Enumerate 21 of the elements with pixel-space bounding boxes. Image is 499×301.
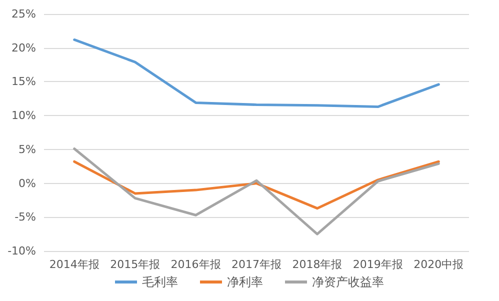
x-tick-label: 2017年报 xyxy=(232,258,282,271)
x-tick-label: 2014年报 xyxy=(49,258,100,271)
x-tick-label: 2018年报 xyxy=(292,258,342,271)
y-tick-label: 20% xyxy=(12,41,36,54)
line-series xyxy=(73,38,440,108)
x-tick-label: 2019年报 xyxy=(352,258,403,271)
legend-label: 毛利率 xyxy=(142,275,178,289)
y-tick-label: 5% xyxy=(18,142,36,156)
line-series xyxy=(73,160,440,210)
x-tick-label: 2016年报 xyxy=(170,258,221,271)
y-tick-label: 15% xyxy=(12,75,36,88)
y-tick-label: 10% xyxy=(12,109,36,122)
x-tick-label: 2020中报 xyxy=(414,258,464,271)
line-series xyxy=(73,148,440,236)
legend-label: 净利率 xyxy=(227,275,263,289)
y-tick-label: -5% xyxy=(14,210,36,224)
y-tick-label: 25% xyxy=(12,8,36,20)
y-tick-label: 0% xyxy=(18,176,36,190)
y-tick-label: -10% xyxy=(8,244,36,258)
x-tick-label: 2015年报 xyxy=(110,258,160,271)
legend-label: 净资产收益率 xyxy=(312,275,384,289)
